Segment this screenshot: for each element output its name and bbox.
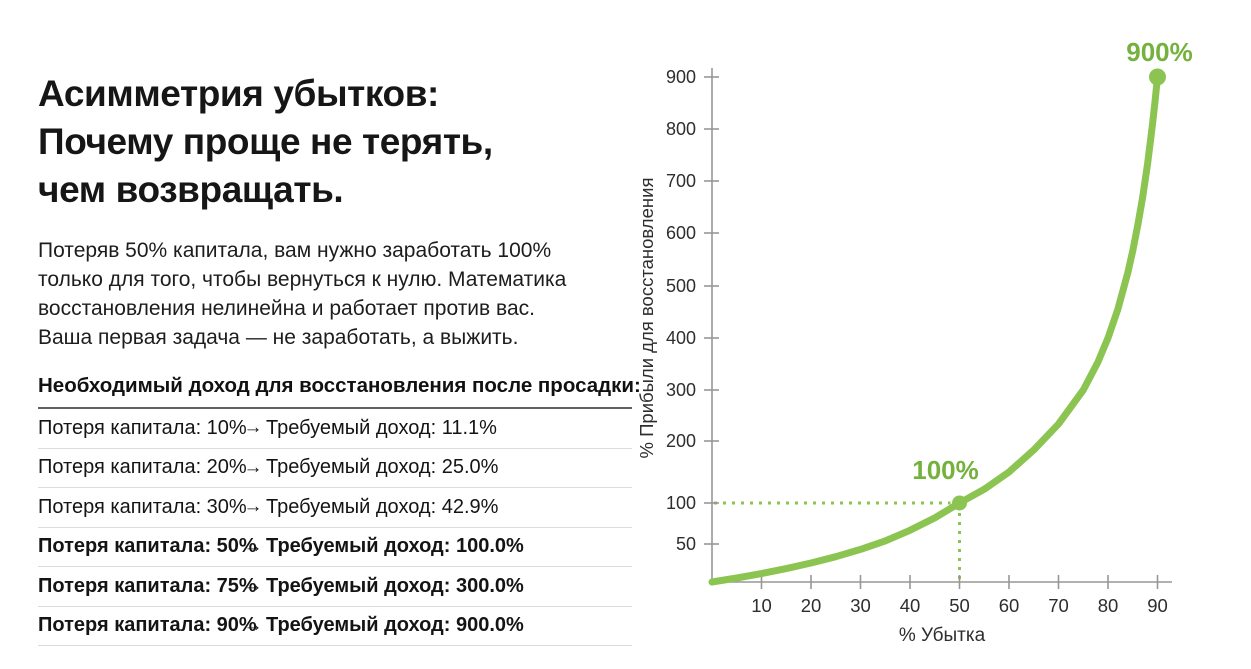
gain-cell: Требуемый доход: 25.0%	[266, 456, 499, 479]
loss-cell: Потеря капитала: 30%	[38, 495, 247, 518]
table-row: Потеря капитала: 75% → Требуемый доход: 30…	[38, 567, 632, 607]
x-tick-label: 40	[900, 595, 921, 616]
x-tick-label: 80	[1098, 595, 1119, 616]
x-axis-title: % Убытка	[899, 625, 986, 646]
gain-cell: Требуемый доход: 42.9%	[266, 495, 499, 518]
gain-cell: Требуемый доход: 100.0%	[266, 535, 524, 558]
x-tick-label: 20	[801, 595, 822, 616]
y-tick-label: 700	[666, 171, 696, 191]
table-row: Потеря капитала: 90% → Требуемый доход: 90…	[38, 607, 632, 646]
text-column: Асимметрия убытков: Почему проще не теря…	[38, 0, 641, 646]
recovery-table-rows: Потеря капитала: 10% → Требуемый доход: 11…	[38, 409, 632, 646]
y-tick-label: 500	[666, 276, 696, 296]
y-tick-label: 400	[666, 328, 696, 348]
table-row: Потеря капитала: 20% → Требуемый доход: 25…	[38, 449, 632, 488]
intro-paragraph: Потеряв 50% капитала, вам нужно заработа…	[38, 239, 567, 349]
x-tick-label: 30	[850, 595, 871, 616]
y-axis-title: % Прибыли для восстановления	[636, 178, 657, 459]
loss-cell: Потеря капитала: 50%	[38, 535, 257, 558]
table-header: Необходимый доход для восстановления пос…	[38, 374, 641, 409]
gain-cell: Требуемый доход: 300.0%	[266, 574, 524, 597]
y-tick-label: 300	[666, 380, 696, 400]
arrow-icon: →	[243, 535, 263, 557]
y-tick-label: 100	[666, 493, 696, 513]
recovery-chart: 50 100 200 300 400 500 600 700 800 900 10 20 30 40 50 6…	[636, 37, 1193, 646]
page-title: Асимметрия убытков: Почему проще не теря…	[38, 73, 493, 210]
x-tick-label: 60	[999, 595, 1020, 616]
x-tick-label: 90	[1147, 595, 1168, 616]
loss-cell: Потеря капитала: 90%	[38, 614, 257, 637]
arrow-icon: →	[243, 456, 263, 478]
arrow-icon: →	[243, 417, 263, 439]
y-tick-label: 800	[666, 119, 696, 139]
loss-cell: Потеря капитала: 10%	[38, 416, 247, 439]
loss-cell: Потеря капитала: 75%	[38, 574, 257, 597]
data-point-50	[952, 495, 967, 511]
recovery-table: Необходимый доход для восстановления пос…	[38, 374, 641, 646]
x-tick-label: 70	[1048, 595, 1069, 616]
y-tick-label: 600	[666, 223, 696, 243]
annotation-label: 100%	[912, 455, 979, 485]
y-tick-label: 50	[676, 534, 696, 554]
table-row: Потеря капитала: 50% → Требуемый доход: 10…	[38, 528, 632, 567]
gain-cell: Требуемый доход: 11.1%	[266, 416, 497, 439]
loss-cell: Потеря капитала: 20%	[38, 456, 247, 479]
table-row: Потеря капитала: 30% → Требуемый доход: 42…	[38, 488, 632, 528]
x-tick-label: 10	[751, 595, 772, 616]
arrow-icon: →	[243, 496, 263, 518]
chart-area: 50 100 200 300 400 500 600 700 800 900 10 20 30 40 50 6…	[630, 28, 1251, 664]
arrow-icon: →	[243, 614, 263, 636]
gain-cell: Требуемый доход: 900.0%	[266, 614, 524, 637]
arrow-icon: →	[243, 575, 263, 597]
data-point-90	[1149, 68, 1166, 86]
table-row: Потеря капитала: 10% → Требуемый доход: 11…	[38, 409, 632, 449]
annotation-label: 900%	[1126, 37, 1193, 67]
y-tick-label: 200	[666, 431, 696, 451]
x-tick-label: 50	[949, 595, 970, 616]
y-tick-label: 900	[666, 67, 696, 87]
recovery-curve	[708, 73, 1161, 586]
